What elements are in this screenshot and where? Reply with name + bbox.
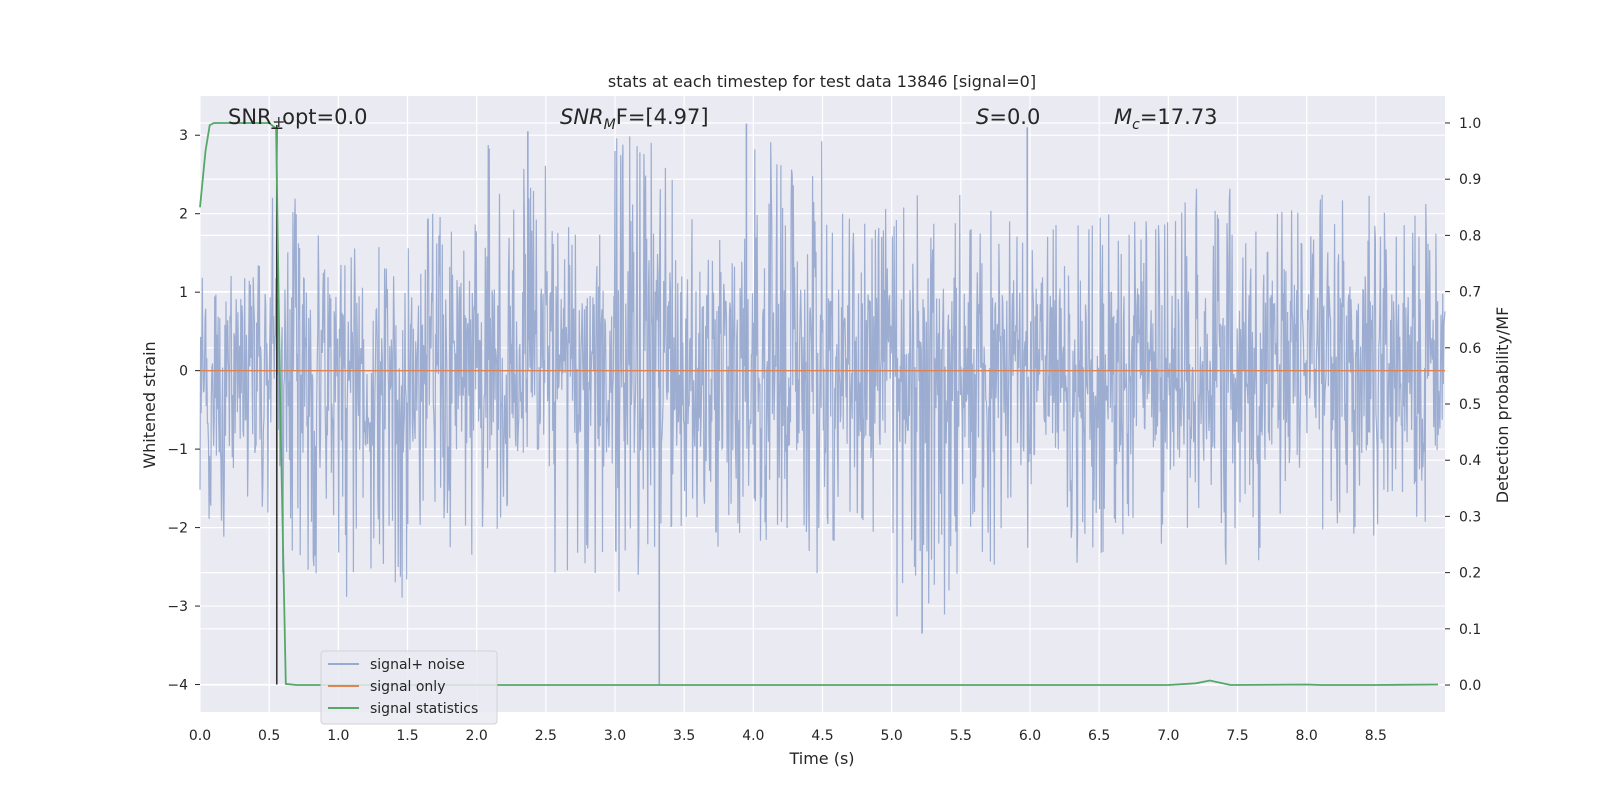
y-right-tick-label: 0.3 xyxy=(1459,509,1481,525)
y-right-tick-label: 0.8 xyxy=(1459,228,1481,244)
x-tick-label: 6.5 xyxy=(1088,728,1110,744)
x-axis-label: Time (s) xyxy=(788,749,854,768)
legend: signal+ noise signal only signal statist… xyxy=(320,650,498,725)
y-axis-label: Whitened strain xyxy=(140,341,159,468)
annotation-snr-mf-sub: M xyxy=(604,117,616,133)
x-tick-label: 3.0 xyxy=(604,728,626,744)
annotation-mc: Mc=17.73 xyxy=(1114,105,1218,133)
y-tick-label: −4 xyxy=(167,678,188,694)
x-tick-label: 7.5 xyxy=(1226,728,1248,744)
annotation-mc-rest: =17.73 xyxy=(1140,105,1218,129)
annotation-s-rest: =0.0 xyxy=(989,105,1040,129)
y-right-tick-label: 0.1 xyxy=(1459,622,1481,638)
x-tick-label: 6.0 xyxy=(1019,728,1041,744)
axis-ticks: 0.0 0.5 1.0 1.5 2.0 2.5 3.0 3.5 4.0 4.5 5.0 5.5 6.0 6… xyxy=(167,116,1481,744)
y-right-tick-label: 0.5 xyxy=(1459,397,1481,413)
legend-label-signal-noise: signal+ noise xyxy=(370,657,465,673)
x-tick-label: 2.0 xyxy=(466,728,488,744)
y-right-tick-label: 0.7 xyxy=(1459,285,1481,301)
noise-series xyxy=(199,123,1446,685)
y-tick-label: 2 xyxy=(179,207,188,223)
x-tick-label: 1.0 xyxy=(327,728,349,744)
chart-title: stats at each timestep for test data 138… xyxy=(608,72,1036,91)
x-tick-label: 4.5 xyxy=(811,728,833,744)
annotation-snr-opt: SNR_opt=0.0 xyxy=(228,105,368,130)
line-series xyxy=(199,117,1445,686)
annotation-snr-mf: SNRMF=[4.97] xyxy=(560,105,709,133)
annotation-mc-main: M xyxy=(1114,105,1132,129)
annotation-s: S=0.0 xyxy=(976,105,1040,129)
y-right-tick-label: 0.2 xyxy=(1459,566,1481,582)
x-tick-label: 4.0 xyxy=(742,728,764,744)
x-tick-label: 8.0 xyxy=(1296,728,1318,744)
y-tick-label: −3 xyxy=(167,599,188,615)
y-tick-label: −1 xyxy=(167,442,188,458)
y-right-tick-label: 0.4 xyxy=(1459,453,1481,469)
series-signal-noise xyxy=(199,136,1446,617)
y-right-tick-label: 0.6 xyxy=(1459,341,1481,357)
annotation-s-main: S xyxy=(976,105,989,129)
y-right-tick-label: 0.9 xyxy=(1459,172,1481,188)
x-tick-label: 5.5 xyxy=(950,728,972,744)
annotation-snr-mf-main: SNR xyxy=(560,105,604,129)
x-tick-label: 0.5 xyxy=(258,728,280,744)
x-tick-label: 5.0 xyxy=(881,728,903,744)
series-signal-statistics xyxy=(199,122,1439,686)
y-axis-right-label: Detection probability/MF xyxy=(1493,307,1512,504)
x-tick-label: 1.5 xyxy=(396,728,418,744)
x-tick-label: 3.5 xyxy=(673,728,695,744)
y-tick-label: 0 xyxy=(179,364,188,380)
annotation-mc-sub: c xyxy=(1132,117,1140,133)
x-tick-label: 8.5 xyxy=(1365,728,1387,744)
annotation-snr-mf-rest: F=[4.97] xyxy=(616,105,709,129)
x-tick-label: 0.0 xyxy=(189,728,211,744)
y-right-tick-label: 1.0 xyxy=(1459,116,1481,132)
legend-label-signal-statistics: signal statistics xyxy=(370,701,478,717)
legend-box xyxy=(320,650,498,725)
y-tick-label: 1 xyxy=(179,285,188,301)
y-tick-label: −2 xyxy=(167,521,188,537)
x-tick-label: 2.5 xyxy=(535,728,557,744)
legend-label-signal-only: signal only xyxy=(370,679,445,695)
y-tick-label: 3 xyxy=(179,128,188,144)
y-right-tick-label: 0.0 xyxy=(1459,678,1481,694)
x-tick-label: 7.0 xyxy=(1157,728,1179,744)
